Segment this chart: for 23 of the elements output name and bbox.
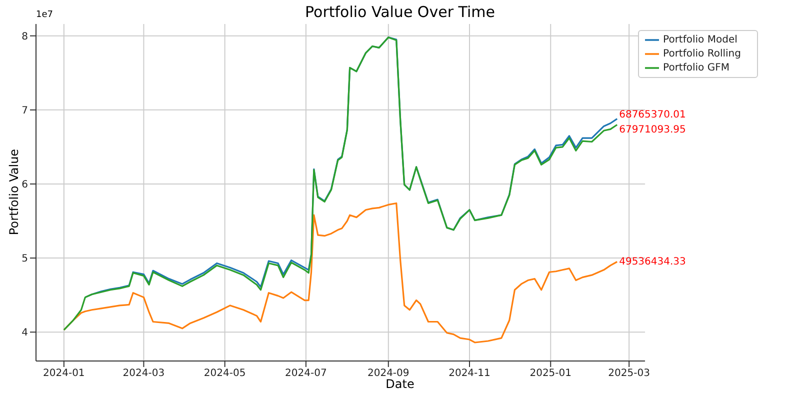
chart-title: Portfolio Value Over Time (305, 3, 495, 21)
y-axis-title: Portfolio Value (7, 148, 21, 236)
y-tick-label: 6 (22, 180, 28, 191)
annotation: 68765370.01 (619, 110, 686, 121)
x-tick-label: 2024-01 (43, 368, 85, 380)
y-tick-label: 8 (22, 31, 28, 42)
y-tick-label: 5 (22, 254, 28, 265)
legend-label: Portfolio Model (663, 34, 738, 46)
text: 1e7 (36, 10, 53, 20)
x-tick-label: 2025-01 (530, 368, 572, 380)
annotation: 49536434.33 (619, 256, 686, 268)
x-axis-title: Date (386, 377, 414, 391)
x-tick-label: 2025-03 (608, 368, 650, 380)
x-tick-label: 2024-09 (367, 368, 410, 380)
x-tick-label: 2024-11 (448, 368, 490, 380)
legend-label: Portfolio Rolling (663, 48, 741, 60)
y-tick-label: 7 (22, 105, 28, 116)
x-tick-label: 2024-05 (204, 368, 246, 380)
annotation: 67971093.95 (619, 124, 686, 136)
x-tick-label: 2024-07 (285, 368, 327, 380)
x-tick-label: 2024-03 (122, 368, 165, 380)
legend-label: Portfolio GFM (663, 62, 730, 74)
y-tick-label: 4 (22, 328, 28, 339)
